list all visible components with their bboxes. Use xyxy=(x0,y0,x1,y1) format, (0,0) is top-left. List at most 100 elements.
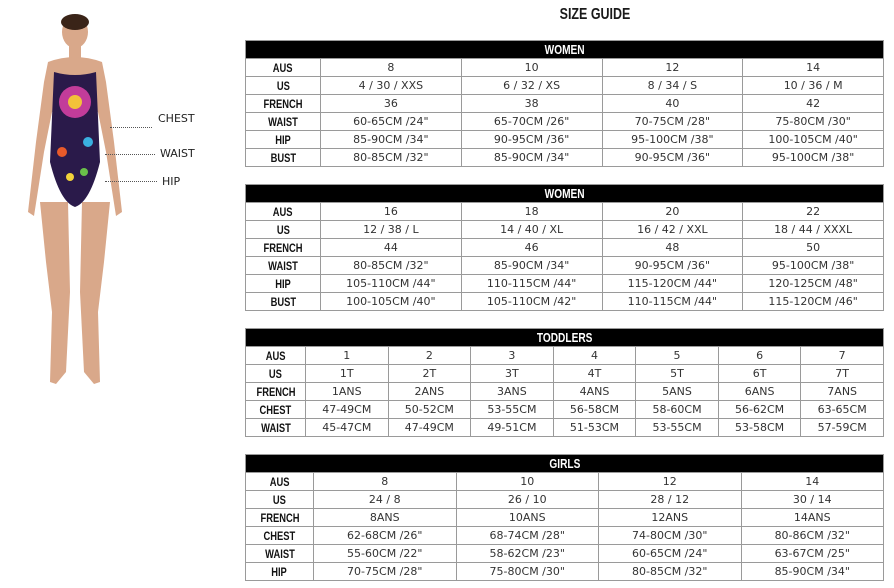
table-row: FRENCH 44 46 48 50 xyxy=(245,238,885,257)
table-cell: 120-125CM /48" xyxy=(742,274,885,293)
table-cell: 5T xyxy=(635,364,719,383)
table-row: CHEST 47-49CM 50-52CM 53-55CM 56-58CM 58-60CM… xyxy=(245,400,884,419)
table-cell: 50 xyxy=(742,238,885,257)
table-cell: 6 xyxy=(717,346,802,365)
row-label: WAIST xyxy=(245,256,321,275)
table-row: US 1T 2T 3T 4T 5T 6T 7T xyxy=(245,364,884,383)
table-row: HIP 105-110CM /44" 110-115CM /44" 115-120CM… xyxy=(245,274,885,293)
row-label: FRENCH xyxy=(245,382,306,401)
row-label: HIP xyxy=(245,562,314,581)
row-label: HIP xyxy=(245,274,321,293)
row-label-text: AUS xyxy=(265,348,286,363)
table-cell: 18 xyxy=(460,202,603,221)
table-cell: 10 xyxy=(455,472,599,491)
row-label: CHEST xyxy=(245,400,306,419)
hip-pointer-line xyxy=(105,181,157,182)
row-label: WAIST xyxy=(245,544,314,563)
table-cell: 4 / 30 / XXS xyxy=(320,76,462,95)
row-label-text: FRENCH xyxy=(256,384,295,399)
table-cell: 51-53CM xyxy=(552,418,637,437)
row-label: AUS xyxy=(245,202,321,221)
table-heading: TODDLERS xyxy=(245,328,884,347)
row-label-text: BUST xyxy=(270,150,296,165)
table-cell: 7ANS xyxy=(800,382,884,401)
waist-pointer-line xyxy=(105,154,155,155)
table-cell: 90-95CM /36" xyxy=(601,256,744,275)
table-cell: 3T xyxy=(470,364,554,383)
table-cell: 70-75CM /28" xyxy=(601,112,744,131)
table-cell: 56-62CM xyxy=(717,400,802,419)
table-cell: 14 xyxy=(742,58,885,77)
table-cell: 30 / 14 xyxy=(740,490,885,509)
table-cell: 8 xyxy=(313,472,457,491)
table-cell: 8 / 34 / S xyxy=(601,76,744,95)
table-row: HIP 85-90CM /34" 90-95CM /36" 95-100CM /38"… xyxy=(245,130,885,149)
row-label: HIP xyxy=(245,130,321,149)
table-row: FRENCH 36 38 40 42 xyxy=(245,94,885,113)
row-label-text: FRENCH xyxy=(263,240,303,255)
table-cell: 36 xyxy=(320,94,462,113)
row-label-text: BUST xyxy=(270,294,296,309)
table-cell: 65-70CM /26" xyxy=(460,112,603,131)
table-cell: 48 xyxy=(601,238,744,257)
table-cell: 14 / 40 / XL xyxy=(460,220,603,239)
table-row: AUS 16 18 20 22 xyxy=(245,202,885,221)
table-cell: 85-90CM /34" xyxy=(740,562,885,581)
table-heading-text: TODDLERS xyxy=(536,330,593,345)
table-cell: 2ANS xyxy=(387,382,472,401)
table-cell: 53-58CM xyxy=(717,418,802,437)
table-cell: 12 / 38 / L xyxy=(320,220,462,239)
table-cell: 16 / 42 / XXL xyxy=(601,220,744,239)
table-cell: 80-86CM /32" xyxy=(740,526,885,545)
row-label: BUST xyxy=(245,292,321,311)
row-label-text: WAIST xyxy=(260,420,291,435)
waist-label: WAIST xyxy=(160,147,195,160)
table-cell: 10 xyxy=(460,58,603,77)
table-cell: 90-95CM /36" xyxy=(460,130,603,149)
table-heading-text: WOMEN xyxy=(544,186,585,201)
row-label-text: FRENCH xyxy=(260,510,299,525)
row-label: AUS xyxy=(245,346,306,365)
table-cell: 5 xyxy=(635,346,719,365)
table-cell: 10ANS xyxy=(455,508,599,527)
table-cell: 115-120CM /46" xyxy=(742,292,885,311)
table-cell: 4T xyxy=(552,364,637,383)
row-label-text: CHEST xyxy=(259,402,292,417)
row-label-text: WAIST xyxy=(268,114,298,129)
table-cell: 68-74CM /28" xyxy=(455,526,599,545)
table-cell: 4 xyxy=(552,346,637,365)
table-heading: WOMEN xyxy=(244,40,885,59)
row-label-text: US xyxy=(276,78,290,93)
table-cell: 110-115CM /44" xyxy=(601,292,744,311)
table-row: CHEST 62-68CM /26" 68-74CM /28" 74-80CM /30… xyxy=(245,526,885,545)
table-cell: 45-47CM xyxy=(305,418,389,437)
table-cell: 3 xyxy=(470,346,554,365)
table-cell: 90-95CM /36" xyxy=(601,148,744,167)
table-row: BUST 100-105CM /40" 105-110CM /42" 110-115C… xyxy=(245,292,885,311)
table-cell: 58-60CM xyxy=(635,400,719,419)
table-cell: 12 xyxy=(598,472,742,491)
table-cell: 24 / 8 xyxy=(313,490,457,509)
row-label: US xyxy=(245,220,321,239)
table-cell: 2 xyxy=(387,346,472,365)
table-cell: 12ANS xyxy=(598,508,742,527)
table-cell: 55-60CM /22" xyxy=(313,544,457,563)
table-cell: 14ANS xyxy=(740,508,885,527)
table-cell: 26 / 10 xyxy=(455,490,599,509)
table-row: WAIST 55-60CM /22" 58-62CM /23" 60-65CM /24… xyxy=(245,544,885,563)
table-cell: 6ANS xyxy=(717,382,802,401)
table-cell: 85-90CM /34" xyxy=(320,130,462,149)
table-heading: WOMEN xyxy=(244,184,885,203)
table-cell: 105-110CM /42" xyxy=(460,292,603,311)
size-table-women: WOMEN AUS 8 10 12 14 US 4 / 30 / XXS 6 / 32 / XS… xyxy=(244,40,885,167)
table-row: FRENCH 1ANS 2ANS 3ANS 4ANS 5ANS 6ANS 7ANS xyxy=(245,382,884,401)
table-cell: 6 / 32 / XS xyxy=(460,76,603,95)
table-cell: 14 xyxy=(740,472,885,491)
row-label-text: HIP xyxy=(275,132,291,147)
table-cell: 22 xyxy=(742,202,885,221)
table-cell: 85-90CM /34" xyxy=(460,256,603,275)
table-cell: 8 xyxy=(320,58,462,77)
table-cell: 57-59CM xyxy=(800,418,884,437)
row-label: US xyxy=(245,76,321,95)
table-row: US 4 / 30 / XXS 6 / 32 / XS 8 / 34 / S 10 / … xyxy=(245,76,885,95)
